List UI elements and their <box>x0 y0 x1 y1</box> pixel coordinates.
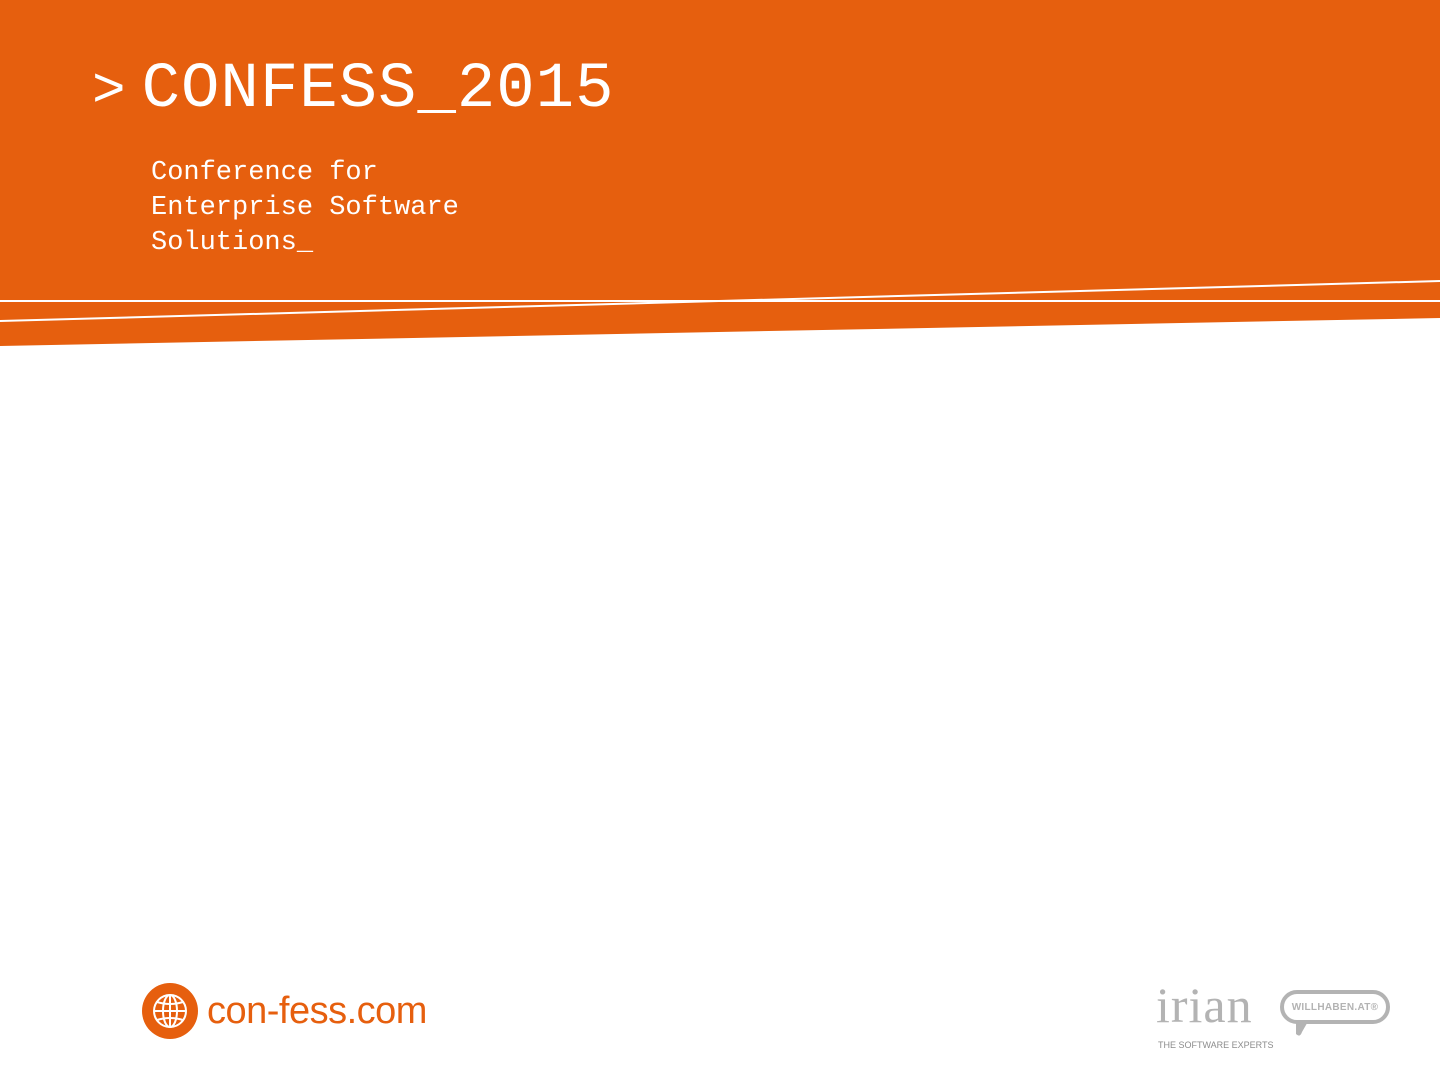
globe-icon <box>142 983 198 1039</box>
subtitle-line: Conference for <box>151 158 378 188</box>
title-row: > CONFESS_2015 <box>92 58 614 122</box>
conference-subtitle: Conference for Enterprise Software Solut… <box>151 156 459 261</box>
website-url[interactable]: con-fess.com <box>207 990 427 1032</box>
conference-title: CONFESS_2015 <box>141 54 615 126</box>
website-link[interactable]: con-fess.com <box>142 983 427 1039</box>
irian-logo-wordmark: irian <box>1156 977 1253 1033</box>
irian-tagline: THE SOFTWARE EXPERTS <box>1158 1040 1274 1050</box>
subtitle-line: Solutions_ <box>151 228 314 258</box>
willhaben-bubble: WILLHABEN.AT® <box>1280 990 1390 1024</box>
banner-background <box>0 0 1440 346</box>
prompt-symbol: > <box>92 59 126 123</box>
willhaben-logo: WILLHABEN.AT® <box>1280 990 1396 1044</box>
banner-line-diagonal <box>0 280 1440 322</box>
willhaben-wordmark: WILLHABEN.AT® <box>1291 1001 1379 1013</box>
header-banner <box>0 0 1440 346</box>
irian-logo: irian THE SOFTWARE EXPERTS <box>1156 977 1274 1052</box>
subtitle-line: Enterprise Software <box>151 193 459 223</box>
